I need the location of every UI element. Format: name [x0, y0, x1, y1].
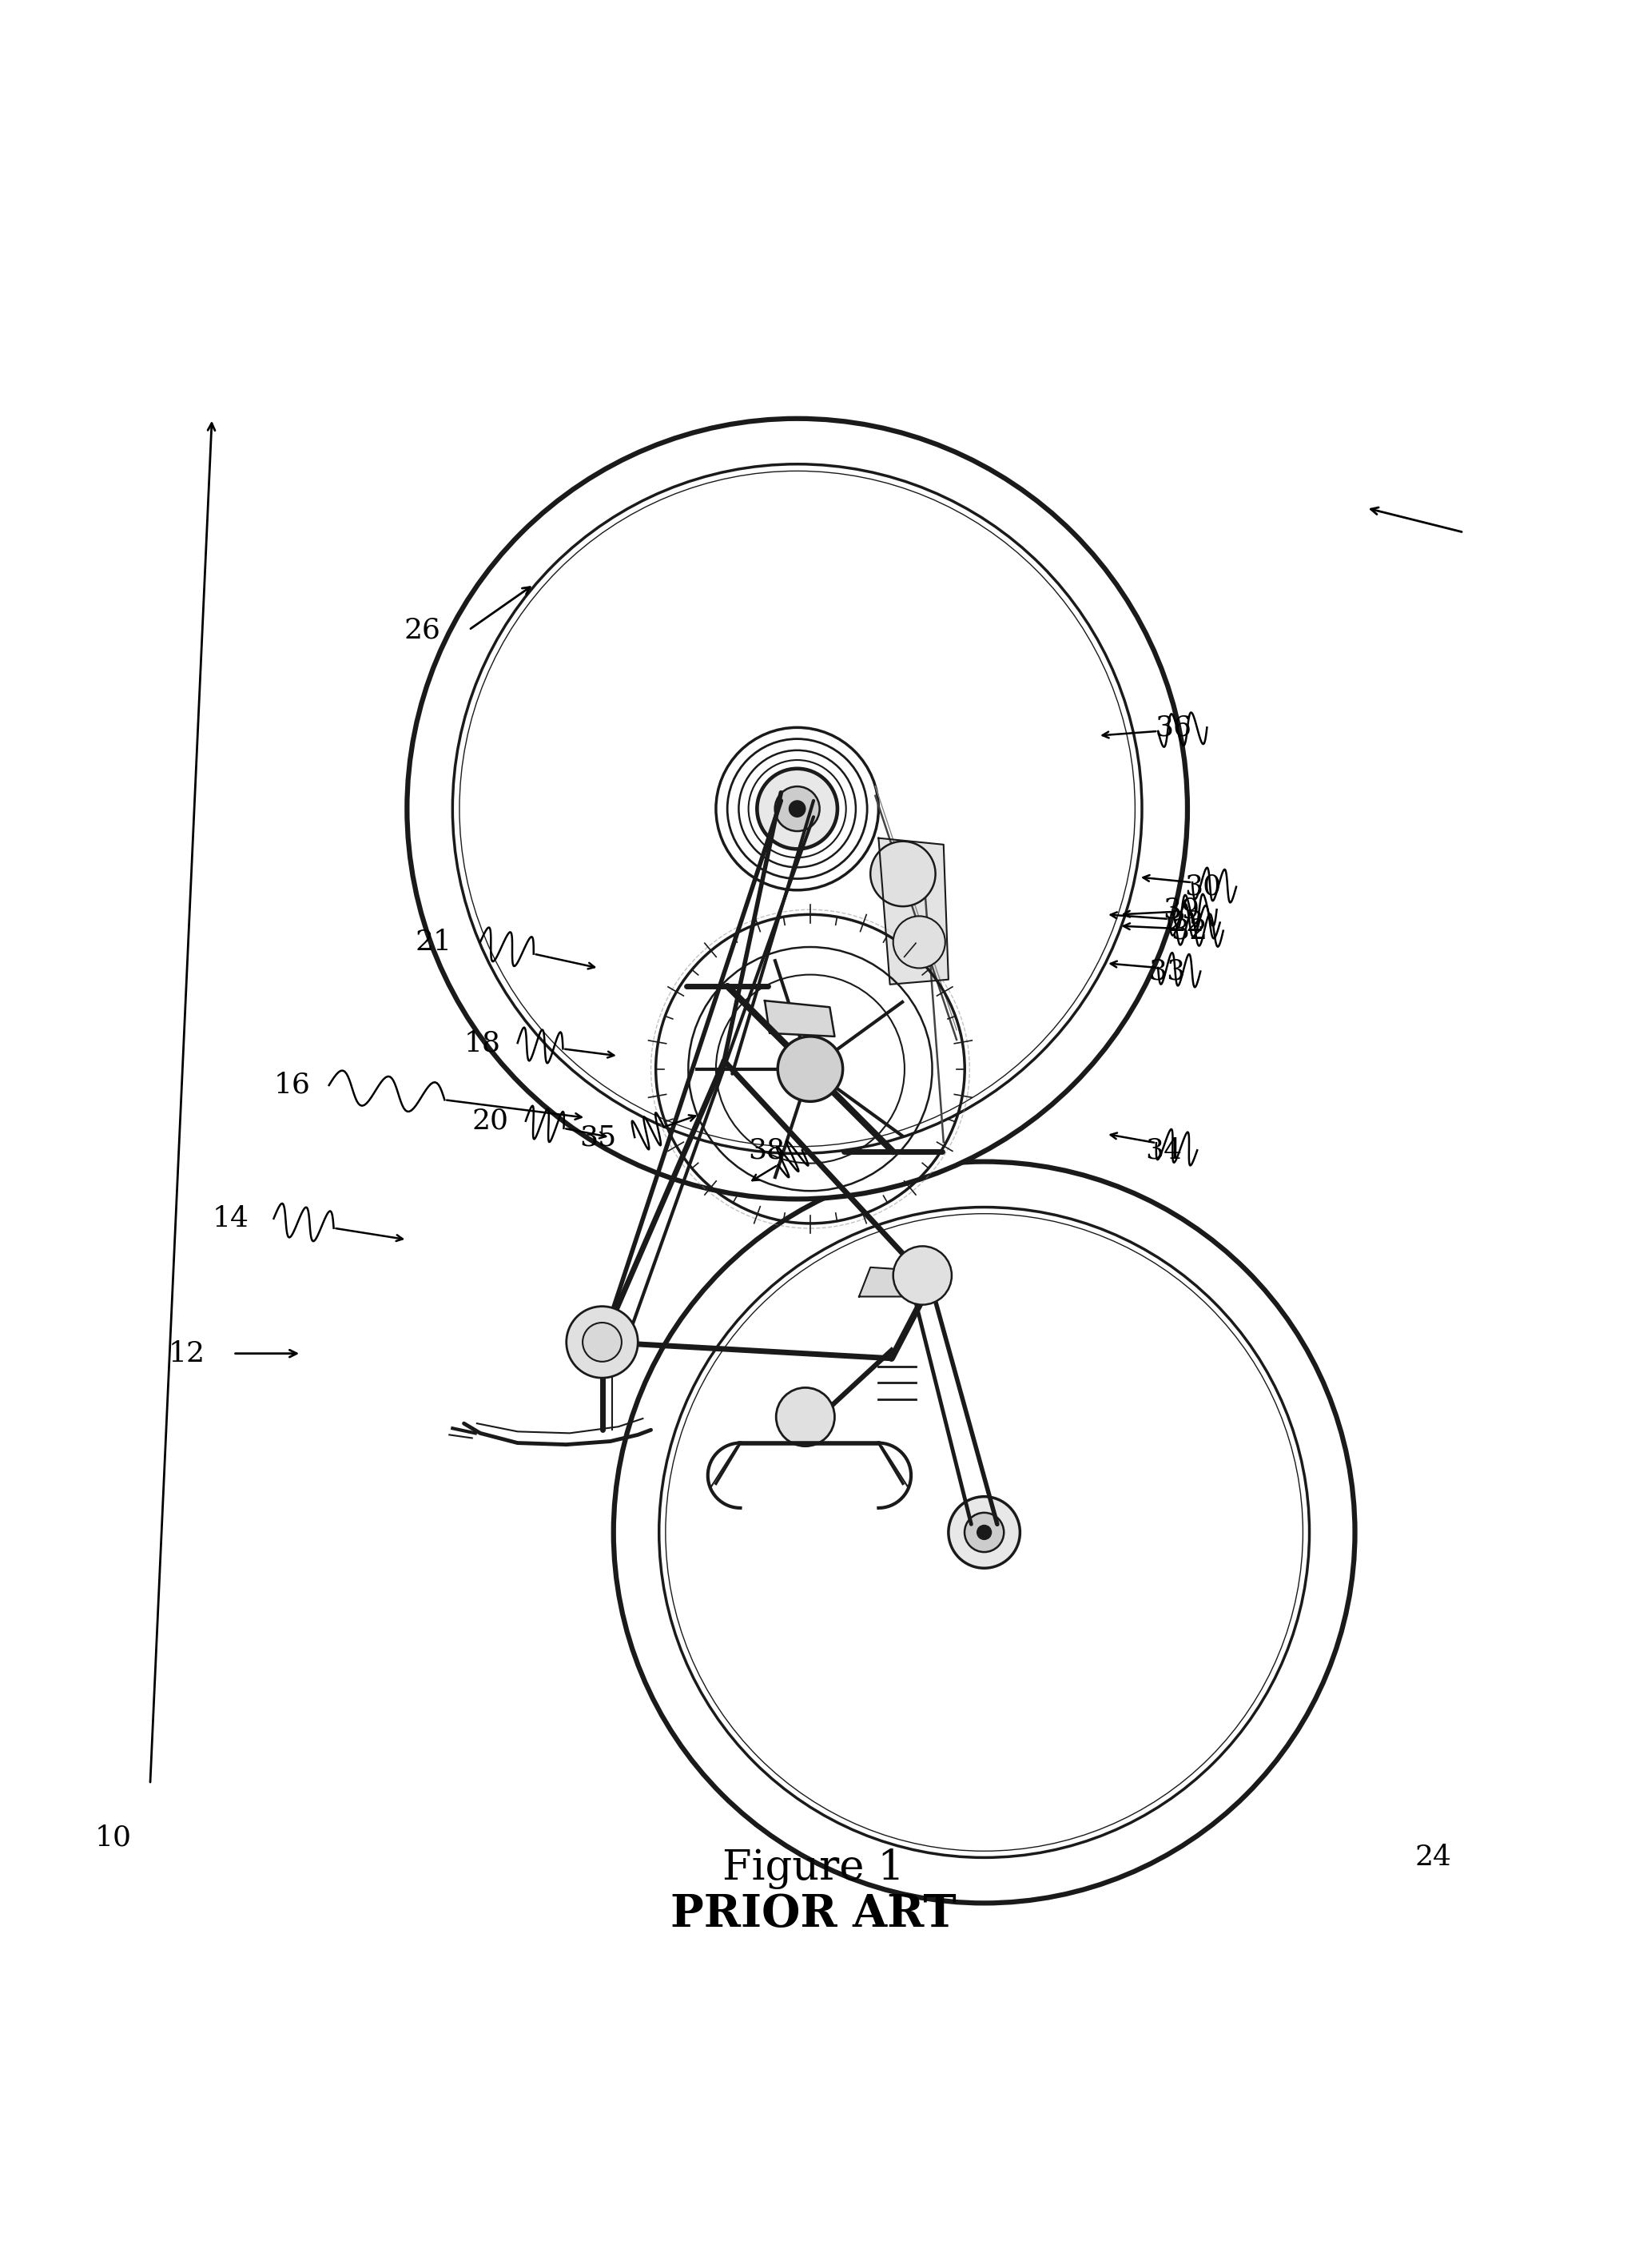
Circle shape	[893, 916, 945, 968]
Text: 33: 33	[1149, 957, 1186, 984]
Text: 18: 18	[464, 1030, 501, 1057]
Circle shape	[870, 841, 936, 907]
Text: 30: 30	[1184, 873, 1220, 900]
Polygon shape	[765, 1000, 835, 1036]
Circle shape	[774, 787, 820, 830]
Text: 20: 20	[472, 1107, 509, 1134]
Circle shape	[566, 1306, 638, 1379]
Circle shape	[613, 1161, 1355, 1903]
Circle shape	[789, 801, 805, 816]
Text: 39: 39	[1163, 896, 1199, 923]
Circle shape	[965, 1513, 1004, 1551]
Circle shape	[757, 769, 838, 850]
Text: PRIOR ART: PRIOR ART	[670, 1892, 957, 1937]
Text: 34: 34	[1145, 1136, 1183, 1163]
Polygon shape	[859, 1268, 944, 1297]
Text: 10: 10	[94, 1823, 132, 1851]
Text: 26: 26	[403, 617, 441, 644]
Polygon shape	[879, 839, 949, 984]
Text: 22: 22	[1168, 909, 1204, 937]
Text: 12: 12	[168, 1340, 205, 1368]
Text: 36: 36	[1155, 714, 1191, 742]
Circle shape	[582, 1322, 622, 1361]
Circle shape	[776, 1388, 835, 1447]
Circle shape	[949, 1497, 1020, 1567]
Text: 38: 38	[748, 1136, 786, 1163]
Text: 35: 35	[579, 1123, 617, 1150]
Circle shape	[978, 1524, 991, 1540]
Text: Figure 1: Figure 1	[722, 1848, 905, 1889]
Text: 21: 21	[415, 928, 452, 955]
Circle shape	[778, 1036, 843, 1102]
Text: 16: 16	[273, 1073, 311, 1098]
Circle shape	[407, 420, 1188, 1200]
Text: 24: 24	[1415, 1844, 1451, 1871]
Text: 32: 32	[1171, 916, 1209, 943]
Text: 14: 14	[212, 1204, 249, 1232]
Circle shape	[893, 1245, 952, 1304]
